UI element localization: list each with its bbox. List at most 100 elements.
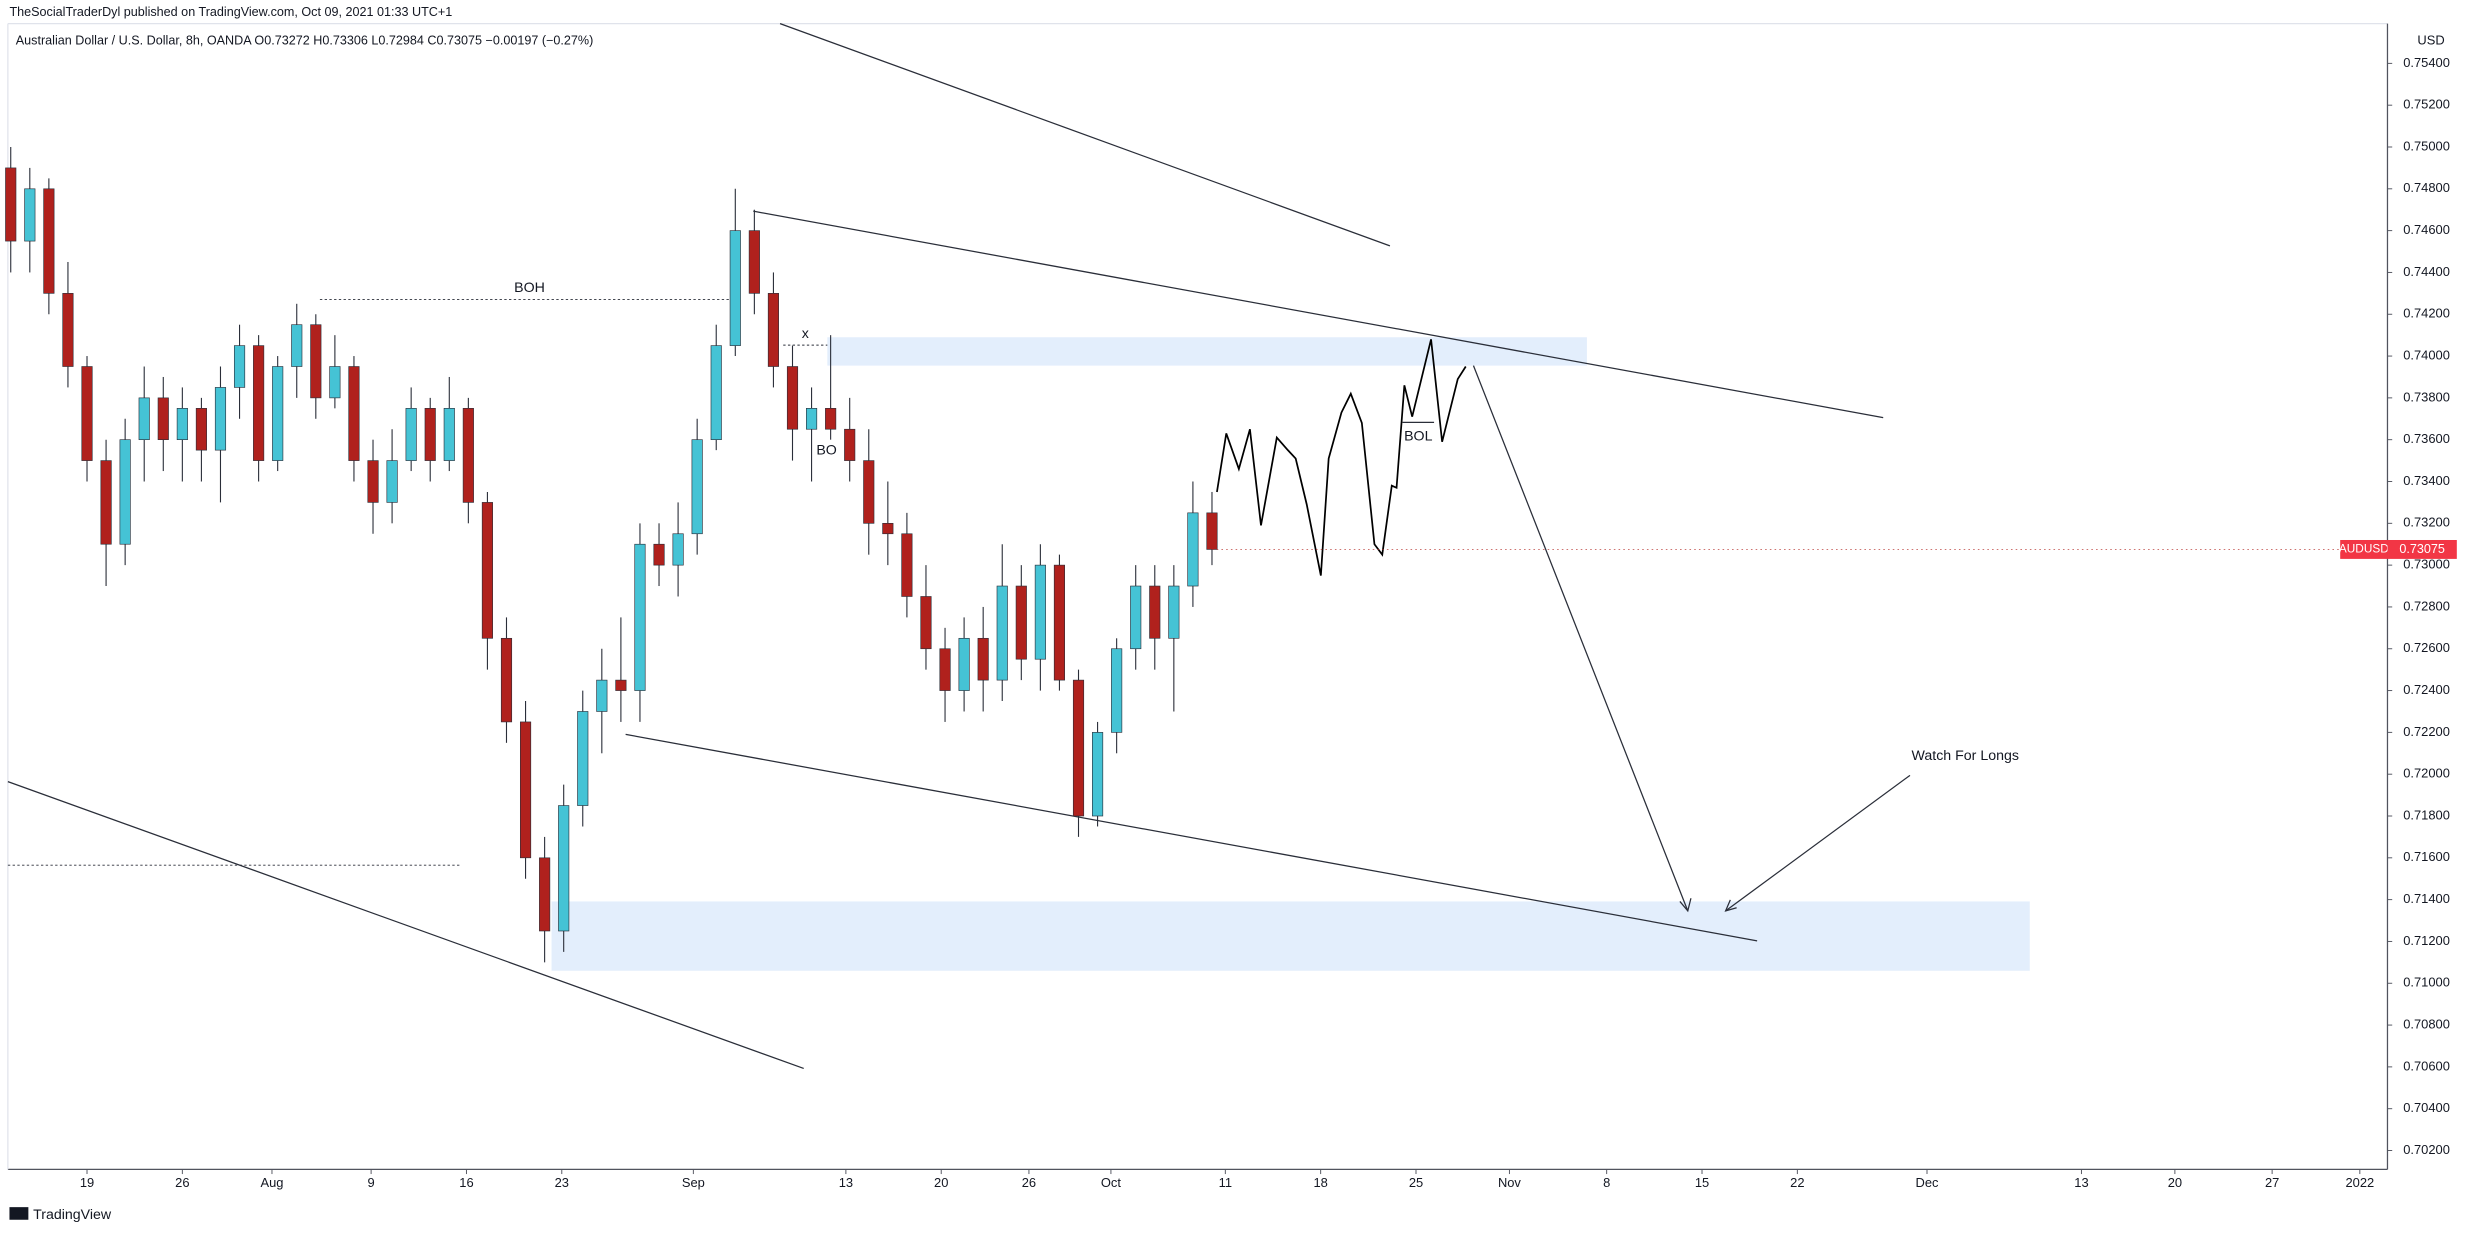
candle-body [233,345,246,388]
x-tick-label: Dec [1916,1175,1939,1190]
candle-body [786,366,799,430]
candle-body [653,543,665,566]
x-tick-label: 27 [2265,1175,2279,1190]
candle-body [424,408,436,461]
chart-title: Australian Dollar / U.S. Dollar, 8h, OAN… [16,33,594,47]
candle-body [1034,564,1046,660]
y-tick-label: 0.72600 [2403,640,2450,655]
candle-body [348,366,360,461]
candle-body [253,345,265,461]
candle-body [996,585,1008,681]
brand: TradingView [33,1207,112,1223]
candle-body [157,397,169,441]
candle-body [1149,585,1161,639]
series [5,146,1467,963]
y-tick-label: 0.72400 [2403,682,2450,697]
arrow-head [1724,899,1737,912]
x-tick-label: Oct [1101,1175,1121,1190]
annotation: x [802,326,809,342]
candle-body [634,543,646,691]
candle-body [272,366,284,461]
x-tick-label: 9 [368,1175,375,1190]
y-tick-label: 0.73000 [2403,557,2450,572]
annotation: BO [816,442,836,458]
candle-body [1187,512,1199,587]
candle-body [386,460,398,503]
candle-body [405,408,417,461]
candle-body [596,679,608,712]
y-tick-label: 0.73400 [2403,473,2450,488]
candle-body [806,408,818,430]
candle-body [1130,585,1142,650]
x-tick-label: 25 [1409,1175,1423,1190]
arrow [1472,365,1689,912]
candle-body [863,460,875,524]
candle-body [5,167,17,242]
candle-body [100,460,112,545]
candle-body [81,366,93,461]
candle-body [1206,512,1218,550]
annotation: BOL [1404,428,1432,444]
currency-label: USD [2417,32,2444,47]
y-tick-label: 0.73800 [2403,389,2450,404]
trend-line [753,210,1884,419]
y-tick-label: 0.71800 [2403,807,2450,822]
x-tick-label: Nov [1498,1175,1521,1190]
y-tick-label: 0.74000 [2403,347,2450,362]
y-tick-label: 0.70400 [2403,1100,2450,1115]
candle-body [729,230,741,346]
y-tick-label: 0.75200 [2403,97,2450,112]
y-tick-label: 0.71200 [2403,933,2450,948]
annotation: BOH [514,280,545,296]
y-tick-label: 0.74800 [2403,180,2450,195]
x-tick-label: 20 [934,1175,948,1190]
price-tag [2387,539,2457,559]
x-tick-label: Sep [682,1175,705,1190]
candle-body [615,679,627,691]
candle-body [1015,585,1027,660]
y-tick-label: 0.74600 [2403,222,2450,237]
symbol-tag [2340,539,2388,559]
candle-body [443,408,455,461]
y-tick-label: 0.70200 [2403,1142,2450,1157]
y-tick-label: 0.75000 [2403,138,2450,153]
y-tick-label: 0.72200 [2403,724,2450,739]
candle-body [214,387,227,451]
candle-body [291,324,303,367]
trend-line [625,733,1758,942]
x-tick-label: Aug [260,1175,283,1190]
candle-body [767,293,779,367]
y-tick-label: 0.73200 [2403,515,2450,530]
y-tick-label: 0.73600 [2403,431,2450,446]
candle-body [825,408,837,430]
x-tick-label: 2022 [2345,1175,2374,1190]
y-tick-label: 0.72000 [2403,766,2450,781]
arrow-head [1679,898,1692,913]
candle-body [1168,585,1180,639]
last-price-label: 0.73075 [2399,542,2445,556]
y-tick-label: 0.74200 [2403,306,2450,321]
candle-body [176,408,188,441]
resistance-zone [827,337,1587,366]
candle-body [62,293,74,367]
candle-body [195,408,207,451]
y-tick-label: 0.71400 [2403,891,2450,906]
candle-body [1111,648,1123,733]
x-tick-label: 16 [459,1175,473,1190]
candle-body [920,596,932,650]
candle-body [462,408,474,503]
x-tick-label: 13 [839,1175,853,1190]
candle-body [558,805,570,932]
trend-line [7,781,804,1070]
candle-body [43,188,55,294]
candle-body [901,533,913,597]
y-tick-label: 0.74400 [2403,264,2450,279]
candle-body [1072,679,1085,817]
candle-body [958,637,970,691]
y-tick-label: 0.75400 [2403,55,2450,70]
candle-body [882,522,894,535]
projection-line [1216,339,1467,576]
arrow [1725,774,1911,912]
x-tick-label: 13 [2074,1175,2088,1190]
